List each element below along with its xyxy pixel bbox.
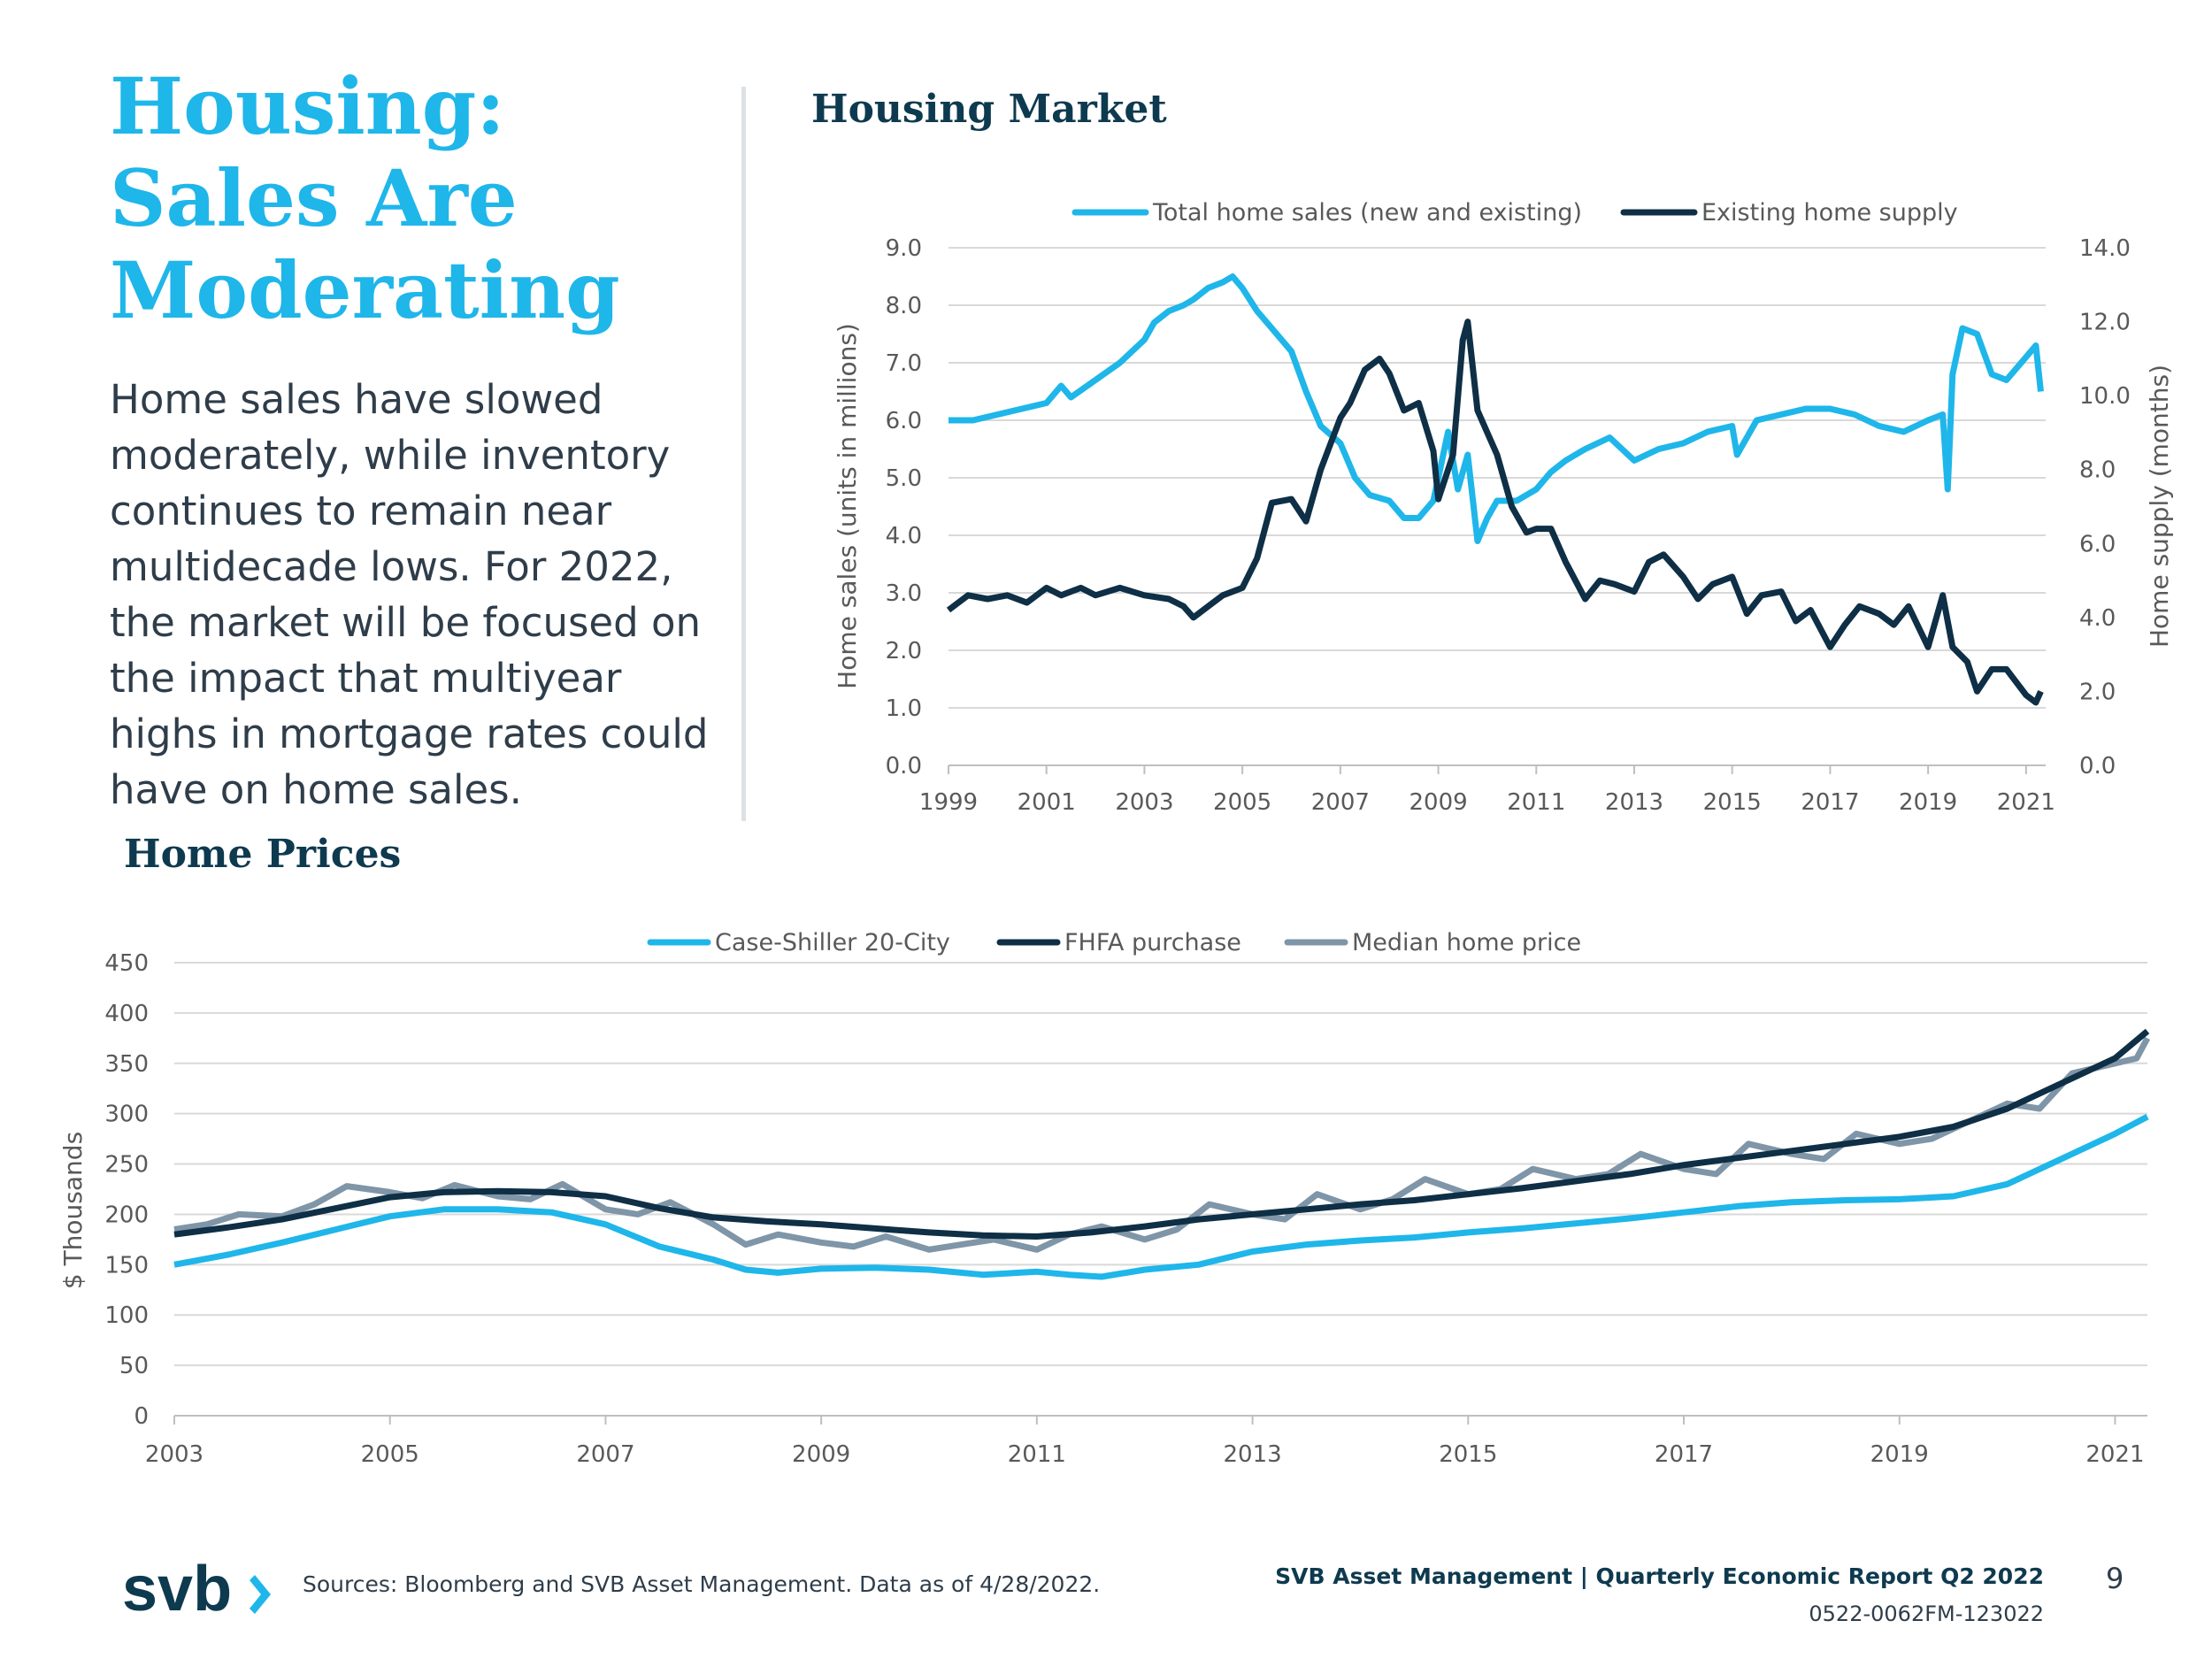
hm-x-tick-label: 2001 [1018, 789, 1076, 816]
hp-y-tick-label: 150 [104, 1252, 149, 1279]
hp-legend-label: FHFA purchase [1064, 929, 1241, 956]
hp-y-tick-label: 250 [104, 1152, 149, 1179]
headline-line-1: Housing: [110, 60, 505, 152]
hm-left-tick-label: 8.0 [886, 293, 922, 319]
hp-y-tick-label: 400 [104, 1001, 149, 1027]
hm-right-tick-label: 10.0 [2079, 383, 2131, 410]
hp-series-line [173, 1028, 2150, 1240]
headline: Housing: Sales Are Moderating [110, 60, 641, 336]
hm-left-tick-label: 2.0 [886, 638, 922, 664]
page-number: 9 [2106, 1562, 2124, 1595]
hm-x-tick-label: 2015 [1703, 789, 1762, 816]
sources-note: Sources: Bloomberg and SVB Asset Managem… [303, 1571, 1101, 1597]
hm-x-tick-label: 2019 [1899, 789, 1957, 816]
hm-x-tick-label: 2017 [1801, 789, 1859, 816]
hm-right-tick-label: 0.0 [2079, 753, 2116, 780]
hp-x-tick-label: 2007 [576, 1441, 634, 1468]
body-paragraph: Home sales have slowed moderately, while… [110, 376, 709, 813]
hm-right-tick-label: 12.0 [2079, 310, 2131, 336]
hm-right-tick-label: 6.0 [2079, 531, 2116, 557]
hm-left-tick-label: 6.0 [886, 408, 922, 434]
hp-x-tick-label: 2017 [1655, 1441, 1713, 1468]
vertical-divider [741, 87, 746, 821]
report-title: SVB Asset Management | Quarterly Economi… [1275, 1563, 2044, 1589]
hm-series-line [949, 273, 2044, 544]
housing-market-title: Housing Market [811, 87, 1167, 132]
headline-line-2: Sales Are [110, 152, 518, 244]
hp-y-tick-label: 300 [104, 1102, 149, 1128]
logo-wordmark: svb [122, 1554, 232, 1624]
hm-left-tick-label: 1.0 [886, 695, 922, 722]
hp-x-tick-label: 2005 [361, 1441, 419, 1468]
hm-x-tick-label: 2003 [1115, 789, 1173, 816]
hp-x-tick-label: 2009 [792, 1441, 850, 1468]
hm-left-tick-label: 3.0 [886, 580, 922, 607]
hm-x-tick-label: 2007 [1311, 789, 1370, 816]
svb-logo: svb [122, 1554, 271, 1624]
headline-line-3: Moderating [110, 244, 620, 336]
hm-x-tick-label: 1999 [919, 789, 978, 816]
hm-right-tick-label: 8.0 [2079, 457, 2116, 484]
logo-chevron-icon [250, 1575, 271, 1614]
hm-y2-axis-label: Home supply (months) [2145, 365, 2174, 648]
hp-x-tick-label: 2013 [1223, 1441, 1281, 1468]
hp-y-axis-label: $ Thousands [58, 1132, 88, 1289]
hm-x-tick-label: 2005 [1213, 789, 1271, 816]
hp-y-tick-label: 0 [134, 1403, 149, 1430]
hp-x-tick-label: 2019 [1870, 1441, 1929, 1468]
hp-series-line [173, 1114, 2149, 1280]
hp-y-tick-label: 100 [104, 1302, 149, 1329]
hp-x-tick-label: 2003 [145, 1441, 204, 1468]
hp-x-tick-label: 2011 [1008, 1441, 1066, 1468]
hm-left-tick-label: 5.0 [886, 465, 922, 492]
hm-right-tick-label: 2.0 [2079, 679, 2116, 705]
hp-x-tick-label: 2021 [2085, 1441, 2144, 1468]
hm-left-tick-label: 4.0 [886, 523, 922, 549]
hp-x-tick-label: 2015 [1439, 1441, 1497, 1468]
hm-legend-label: Total home sales (new and existing) [1152, 199, 1582, 227]
hp-y-tick-label: 200 [104, 1202, 149, 1228]
hm-left-tick-label: 0.0 [886, 753, 922, 780]
hm-right-tick-label: 4.0 [2079, 605, 2116, 632]
hp-legend-label: Case-Shiller 20-City [715, 929, 950, 956]
hp-legend-label: Median home price [1352, 929, 1581, 956]
hm-y-axis-label: Home sales (units in millions) [833, 323, 862, 689]
hm-x-tick-label: 2009 [1409, 789, 1467, 816]
hm-left-tick-label: 9.0 [886, 235, 922, 262]
hm-x-tick-label: 2011 [1507, 789, 1565, 816]
home-prices-title: Home Prices [124, 832, 402, 877]
hm-series-line [946, 319, 2044, 706]
hm-x-tick-label: 2013 [1605, 789, 1663, 816]
hm-right-tick-label: 14.0 [2079, 235, 2131, 262]
hm-left-tick-label: 7.0 [886, 350, 922, 377]
hp-y-tick-label: 50 [119, 1353, 149, 1379]
hp-y-tick-label: 450 [104, 950, 149, 977]
hp-y-tick-label: 350 [104, 1051, 149, 1078]
report-code: 0522-0062FM-123022 [1809, 1601, 2044, 1626]
hm-legend-label: Existing home supply [1701, 199, 1958, 227]
hm-x-tick-label: 2021 [1997, 789, 2055, 816]
